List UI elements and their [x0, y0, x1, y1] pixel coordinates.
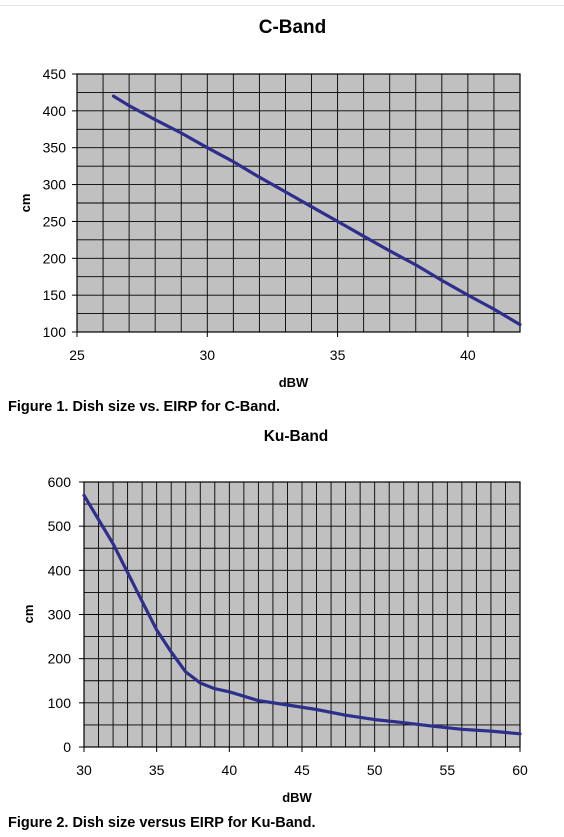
ku-band-y-tick-label: 300	[48, 607, 72, 623]
page-top-rule	[0, 5, 564, 6]
c-band-y-tick-label: 400	[43, 103, 67, 119]
c-band-chart: 25 30 35 40 100 150 200 250 300 350 400 450 C-Band dB…	[18, 17, 522, 390]
ku-band-x-tick-label: 60	[512, 762, 528, 778]
ku-band-x-tick-label: 50	[367, 762, 383, 778]
ku-band-x-tick-label: 35	[149, 762, 165, 778]
ku-band-y-tick-label: 600	[48, 474, 72, 490]
figure-2-caption: Figure 2. Dish size versus EIRP for Ku-B…	[8, 815, 316, 831]
ku-band-x-axis-label: dBW	[282, 790, 312, 805]
ku-band-y-tick-label: 500	[48, 518, 72, 534]
ku-band-series-line	[82, 493, 522, 736]
c-band-y-tick-label: 250	[43, 213, 67, 229]
ku-band-chart: 30 35 40 45 50 55 600100200300400500600Ku-Band…	[21, 428, 528, 805]
ku-band-y-tick-label: 100	[48, 695, 72, 711]
c-band-series-line	[111, 94, 522, 327]
ku-band-x-tick-label: 55	[440, 762, 456, 778]
ku-band-chart-title: Ku-Band	[264, 428, 329, 445]
c-band-y-tick-label: 150	[43, 287, 67, 303]
ku-band-y-tick-label: 0	[63, 739, 71, 755]
c-band-y-tick-label: 200	[43, 250, 67, 266]
c-band-chart-title: C-Band	[259, 17, 327, 38]
ku-band-y-tick-label: 400	[48, 562, 72, 578]
c-band-x-tick-label: 30	[200, 347, 216, 363]
c-band-x-axis-label: dBW	[279, 375, 309, 390]
ku-band-x-tick-label: 40	[222, 762, 238, 778]
c-band-y-tick-label: 100	[43, 324, 67, 340]
c-band-y-axis-label: cm	[18, 194, 33, 213]
ku-band-x-tick-label: 30	[76, 762, 92, 778]
ku-band-y-tick-label: 200	[48, 651, 72, 667]
c-band-plot-frame	[76, 73, 521, 333]
c-band-y-tick-label: 450	[43, 66, 67, 82]
ku-band-x-tick-label: 45	[294, 762, 310, 778]
c-band-y-tick-label: 350	[43, 140, 67, 156]
c-band-x-tick-label: 35	[330, 347, 346, 363]
c-band-x-tick-label: 25	[69, 347, 85, 363]
ku-band-y-axis-label: cm	[21, 605, 36, 624]
c-band-x-tick-label: 40	[460, 347, 476, 363]
figure-1-caption: Figure 1. Dish size vs. EIRP for C-Band.	[8, 399, 281, 415]
c-band-y-tick-label: 300	[43, 177, 67, 193]
